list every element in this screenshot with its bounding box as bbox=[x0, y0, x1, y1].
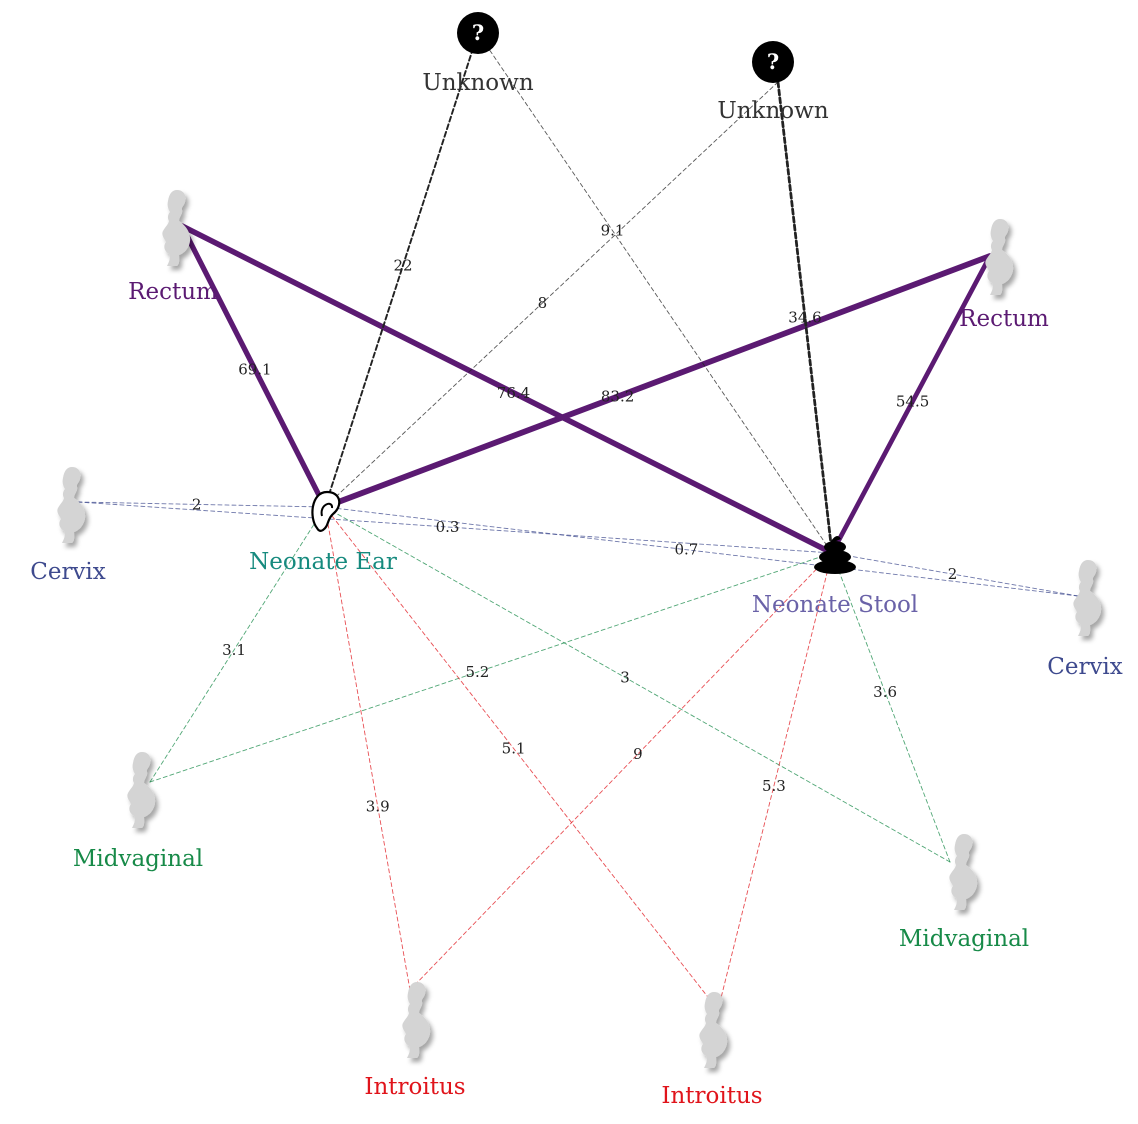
edge-cervix_1-to-neonate_ear bbox=[77, 501, 326, 508]
pregnant-woman-icon bbox=[162, 190, 191, 266]
edge-value-label: 3.1 bbox=[222, 641, 246, 659]
pregnant-woman-icon bbox=[949, 834, 978, 910]
node-label: Neonate Stool bbox=[752, 592, 918, 618]
edge-value-label: 9 bbox=[633, 745, 643, 763]
pregnant-woman-icon bbox=[57, 467, 86, 543]
node-label: Cervix bbox=[1047, 654, 1123, 680]
node-label: Cervix bbox=[30, 559, 106, 585]
edge-midvaginal_1-to-neonate_ear bbox=[149, 506, 326, 783]
edge-unknown_1-to-neonate_stool bbox=[477, 32, 833, 554]
edge-introitus_1-to-neonate_stool bbox=[409, 552, 833, 991]
node-label: Rectum bbox=[128, 279, 218, 305]
pregnant-woman-icon bbox=[1073, 560, 1102, 636]
edge-value-label: 0.7 bbox=[674, 541, 698, 559]
edge-value-label: 9.1 bbox=[601, 222, 625, 240]
edge-rectum_1-to-neonate_ear bbox=[179, 223, 328, 510]
pregnant-woman-icon bbox=[699, 992, 728, 1068]
svg-text:?: ? bbox=[472, 20, 484, 45]
node-label: Midvaginal bbox=[899, 926, 1029, 952]
edge-unknown_2-to-neonate_stool bbox=[776, 80, 834, 555]
edge-value-label: 8 bbox=[538, 294, 548, 312]
edge-value-label: 3.9 bbox=[366, 798, 390, 816]
edge-value-label: 69.1 bbox=[238, 360, 271, 378]
node-label: Unknown bbox=[717, 98, 828, 124]
edge-value-label: 5.3 bbox=[762, 777, 786, 795]
pregnant-woman-icon bbox=[985, 219, 1014, 295]
node-rectum-1[interactable]: Rectum bbox=[128, 190, 218, 305]
node-neonate-stool[interactable]: Neonate Stool bbox=[752, 535, 918, 618]
edge-value-label: 83.2 bbox=[601, 388, 634, 406]
edge-introitus_1-to-neonate_ear bbox=[324, 506, 411, 991]
node-cervix-1[interactable]: Cervix bbox=[30, 467, 106, 585]
question-icon: ? bbox=[752, 41, 794, 83]
edge-value-label: 2 bbox=[948, 565, 958, 583]
edge-cervix_2-to-neonate_ear bbox=[324, 506, 1079, 597]
edge-value-label: 54.5 bbox=[896, 393, 929, 411]
edge-unknown_2-to-neonate_ear bbox=[324, 81, 779, 508]
node-cervix-2[interactable]: Cervix bbox=[1047, 560, 1123, 680]
node-label: Rectum bbox=[959, 306, 1049, 332]
node-midvaginal-2[interactable]: Midvaginal bbox=[899, 834, 1029, 952]
edge-introitus_2-to-neonate_stool bbox=[717, 552, 833, 1011]
edge-value-label: 2 bbox=[192, 495, 202, 513]
node-label: Neonate Ear bbox=[249, 549, 397, 575]
node-midvaginal-1[interactable]: Midvaginal bbox=[73, 752, 203, 872]
node-neonate-ear[interactable]: Neonate Ear bbox=[249, 490, 397, 575]
pregnant-woman-icon bbox=[127, 752, 156, 828]
edge-unknown_1-to-neonate_ear bbox=[324, 32, 479, 508]
svg-text:?: ? bbox=[767, 49, 779, 74]
edge-rectum_1-to-neonate_stool bbox=[179, 223, 835, 556]
node-label: Introitus bbox=[661, 1083, 762, 1109]
edge-cervix_2-to-neonate_stool bbox=[831, 552, 1079, 597]
pregnant-woman-icon bbox=[402, 982, 431, 1058]
edge-value-label: 5.1 bbox=[502, 739, 526, 757]
node-introitus-2[interactable]: Introitus bbox=[661, 992, 763, 1109]
stool-icon bbox=[814, 535, 856, 574]
ear-icon bbox=[311, 490, 341, 532]
node-introitus-1[interactable]: Introitus bbox=[364, 982, 466, 1100]
edge-cervix_1-to-neonate_stool bbox=[77, 501, 833, 554]
node-unknown-1[interactable]: ? Unknown bbox=[422, 12, 534, 96]
node-rectum-2[interactable]: Rectum bbox=[959, 219, 1049, 332]
edge-value-label: 22 bbox=[393, 256, 412, 274]
question-icon: ? bbox=[457, 12, 499, 54]
edge-value-label: 5.2 bbox=[465, 663, 489, 681]
node-label: Midvaginal bbox=[73, 846, 203, 872]
edge-rectum_2-to-neonate_ear bbox=[322, 253, 993, 510]
edge-introitus_2-to-neonate_ear bbox=[324, 506, 719, 1011]
edge-midvaginal_1-to-neonate_stool bbox=[149, 552, 833, 783]
edge-value-label: 0.3 bbox=[436, 518, 460, 536]
node-unknown-2[interactable]: ? Unknown bbox=[717, 41, 829, 124]
node-label: Unknown bbox=[422, 70, 533, 96]
edge-value-label: 76.4 bbox=[497, 384, 530, 402]
node-label: Introitus bbox=[364, 1074, 465, 1100]
edge-midvaginal_2-to-neonate_stool bbox=[831, 552, 951, 863]
edge-midvaginal_2-to-neonate_ear bbox=[324, 506, 951, 863]
edge-value-label: 3 bbox=[620, 668, 630, 686]
edge-rectum_2-to-neonate_stool bbox=[829, 253, 993, 556]
edge-value-label: 3.6 bbox=[873, 683, 897, 701]
edge-value-label: 34.6 bbox=[788, 309, 821, 327]
